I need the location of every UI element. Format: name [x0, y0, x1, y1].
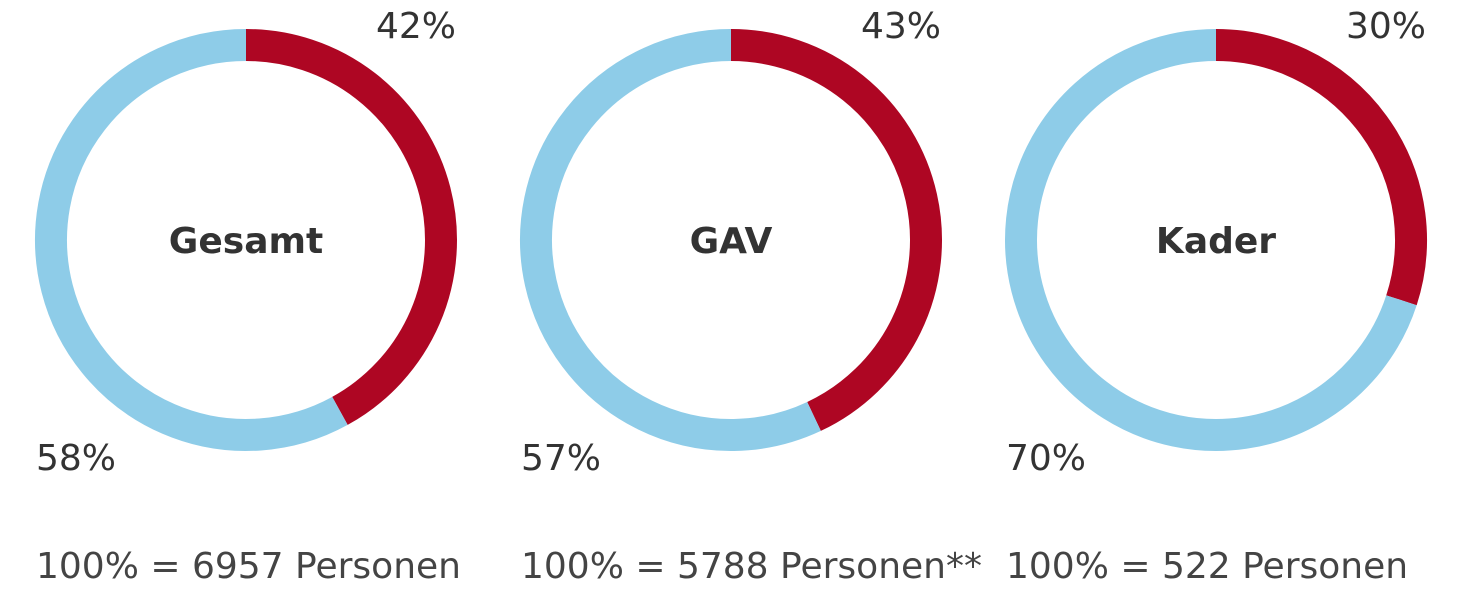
donut-segment-secondary — [520, 29, 821, 451]
total-persons-label: 100% = 6957 Personen — [36, 546, 461, 587]
donut-segment-secondary — [35, 29, 348, 451]
donut-chart-gesamt: Gesamt 42% 58% 100% = 6957 Personen — [35, 6, 461, 587]
donut-center-label: GAV — [690, 221, 773, 262]
donut-segment-secondary — [1005, 29, 1417, 451]
donut-segment-primary — [1215, 29, 1427, 306]
primary-percent-label: 30% — [1346, 6, 1426, 47]
primary-percent-label: 42% — [376, 6, 456, 47]
donut-center-label: Kader — [1156, 221, 1276, 262]
secondary-percent-label: 57% — [521, 438, 601, 479]
donut-segment-primary — [730, 29, 942, 431]
total-persons-label: 100% = 5788 Personen** — [521, 546, 982, 587]
donut-segment-primary — [245, 29, 457, 425]
secondary-percent-label: 58% — [36, 438, 116, 479]
donut-center-label: Gesamt — [169, 221, 323, 262]
primary-percent-label: 43% — [861, 6, 941, 47]
total-persons-label: 100% = 522 Personen — [1006, 546, 1408, 587]
secondary-percent-label: 70% — [1006, 438, 1086, 479]
donut-chart-kader: Kader 30% 70% 100% = 522 Personen — [1005, 6, 1427, 587]
donut-chart-gav: GAV 43% 57% 100% = 5788 Personen** — [520, 6, 982, 587]
